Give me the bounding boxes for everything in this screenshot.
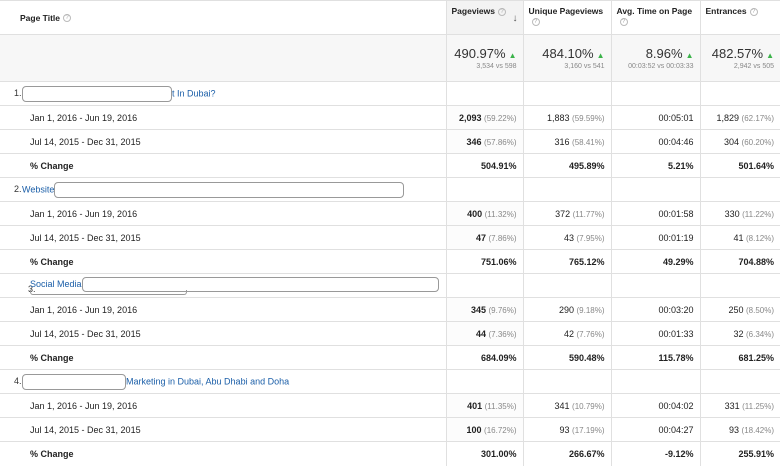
- up-arrow-icon: ▲: [766, 51, 774, 60]
- header-row: Page Title? Pageviews? ↓ Unique Pageviews…: [0, 0, 780, 35]
- summary-row: 490.97% ▲ 3,534 vs 598 484.10% ▲ 3,160 vs 54…: [0, 34, 780, 82]
- table-row: Jan 1, 2016 - Jun 19, 2016 400 (11.32%) …: [0, 201, 780, 226]
- summary-unique-pageviews: 484.10% ▲ 3,160 vs 541: [522, 34, 611, 82]
- column-header-pageviews[interactable]: Pageviews? ↓: [445, 0, 523, 35]
- up-arrow-icon: ▲: [508, 51, 517, 60]
- page-row: 4. Marketing in Dubai, Abu Dhabi and Doha: [0, 369, 780, 394]
- help-icon[interactable]: ?: [497, 7, 506, 16]
- page-row: 1. t In Dubai?: [0, 81, 780, 106]
- page-row: 3. Social Media: [0, 273, 780, 298]
- redacted-block: [30, 290, 187, 295]
- redacted-block: [81, 277, 439, 292]
- redacted-block: [22, 85, 172, 102]
- page-link[interactable]: Social Media: [30, 278, 82, 289]
- summary-avg-time: 8.96% ▲ 00:03:52 vs 00:03:33: [610, 34, 700, 82]
- page-row: 2.Website: [0, 177, 780, 202]
- table-row: Jul 14, 2015 - Dec 31, 2015 44 (7.36%) 4…: [0, 321, 780, 346]
- change-row: % Change 684.09% 590.48% 115.78% 681.25%: [0, 345, 780, 370]
- help-icon[interactable]: ?: [749, 7, 758, 16]
- table-row: Jul 14, 2015 - Dec 31, 2015 100 (16.72%)…: [0, 417, 780, 442]
- page-link[interactable]: Website: [22, 183, 55, 194]
- table-row: Jan 1, 2016 - Jun 19, 2016 345 (9.76%) 2…: [0, 297, 780, 322]
- change-row: % Change 751.06% 765.12% 49.29% 704.88%: [0, 249, 780, 274]
- column-header-page-title[interactable]: Page Title?: [0, 0, 446, 35]
- up-arrow-icon: ▲: [685, 51, 694, 60]
- change-row: % Change 301.00% 266.67% -9.12% 255.91%: [0, 441, 780, 466]
- summary-pageviews: 490.97% ▲ 3,534 vs 598: [445, 34, 523, 82]
- table-row: Jul 14, 2015 - Dec 31, 2015 346 (57.86%)…: [0, 129, 780, 154]
- table-row: Jan 1, 2016 - Jun 19, 2016 2,093 (59.22%…: [0, 105, 780, 130]
- help-icon[interactable]: ?: [531, 17, 540, 26]
- page-link[interactable]: Marketing in Dubai, Abu Dhabi and Doha: [126, 375, 290, 386]
- table-row: Jan 1, 2016 - Jun 19, 2016 401 (11.35%) …: [0, 393, 780, 418]
- page-link[interactable]: t In Dubai?: [172, 87, 216, 98]
- sort-descending-icon[interactable]: ↓: [512, 13, 518, 24]
- redacted-block: [22, 373, 126, 390]
- table-row: Jul 14, 2015 - Dec 31, 2015 47 (7.86%) 4…: [0, 225, 780, 250]
- help-icon[interactable]: ?: [619, 17, 628, 26]
- column-header-unique-pageviews[interactable]: Unique Pageviews?: [522, 0, 611, 35]
- help-icon[interactable]: ?: [63, 14, 71, 23]
- up-arrow-icon: ▲: [596, 51, 605, 60]
- column-header-entrances[interactable]: Entrances?: [699, 0, 780, 35]
- redacted-block: [54, 181, 405, 198]
- change-row: % Change 504.91% 495.89% 5.21% 501.64%: [0, 153, 780, 178]
- summary-entrances: 482.57% ▲ 2,942 vs 505: [699, 34, 780, 82]
- column-header-avg-time[interactable]: Avg. Time on Page?: [610, 0, 700, 35]
